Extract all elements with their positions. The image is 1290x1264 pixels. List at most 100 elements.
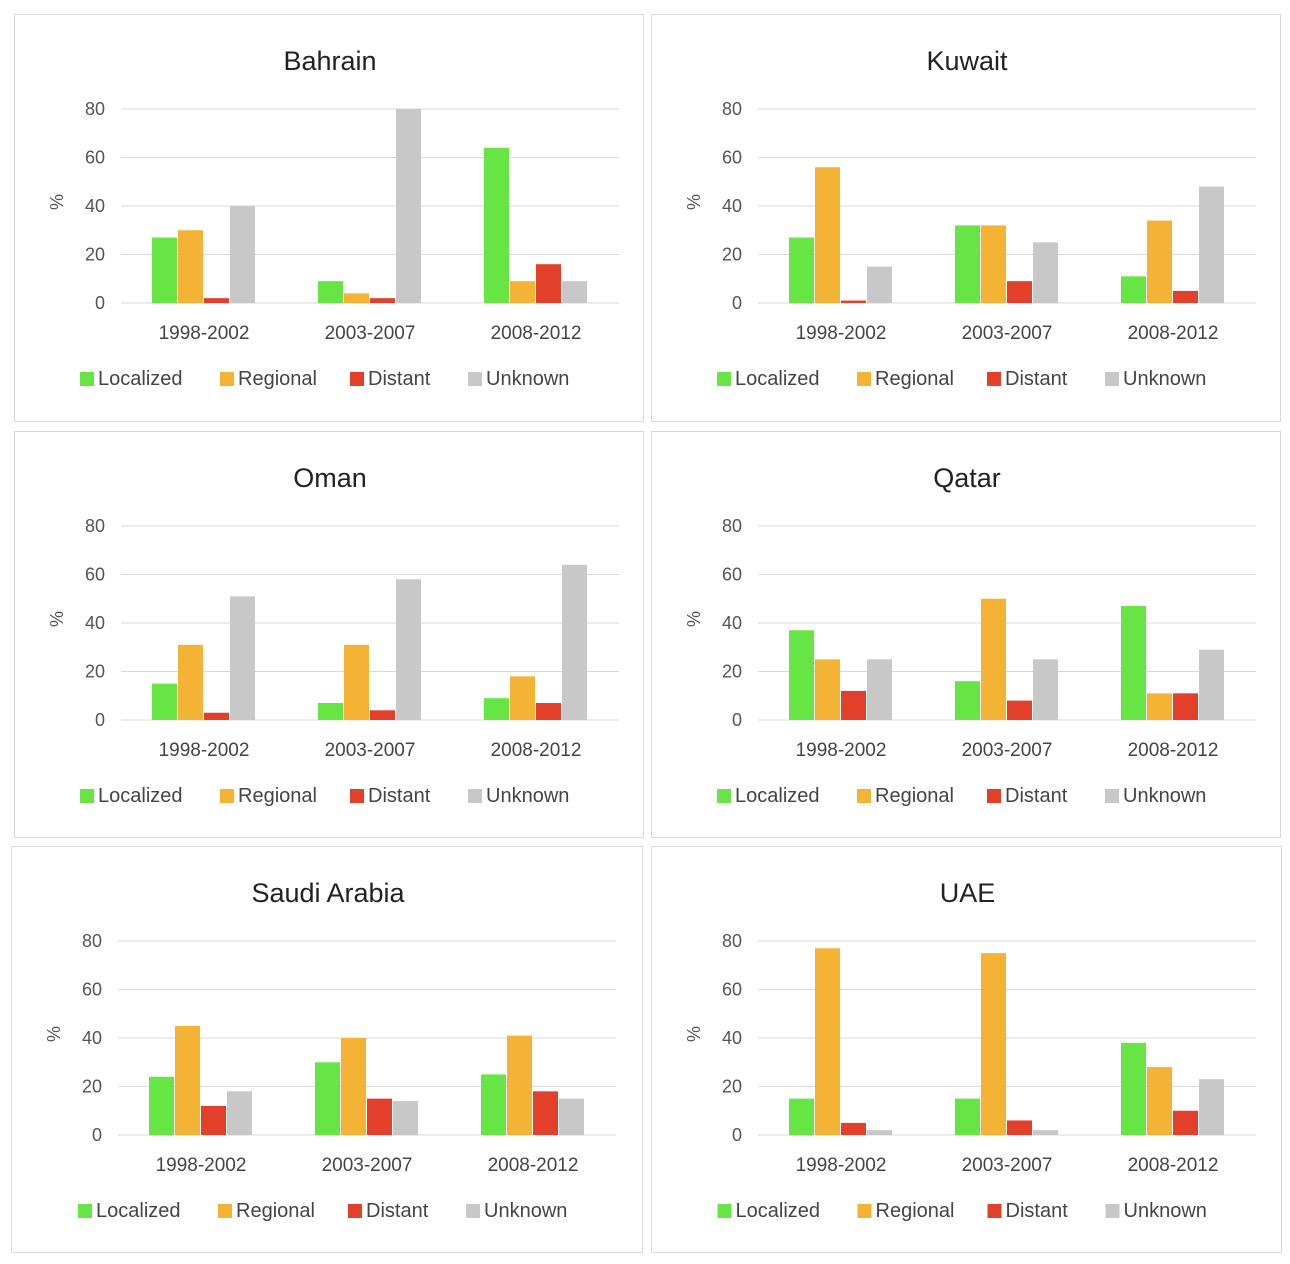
x-category-label: 1998-2002 xyxy=(159,740,250,761)
legend-label: Localized xyxy=(735,785,820,807)
legend-item-regional: Regional xyxy=(857,1200,954,1222)
legend-label: Unknown xyxy=(1123,368,1206,390)
legend-swatch xyxy=(468,789,482,803)
legend-swatch xyxy=(987,789,1001,803)
x-category-label: 2003-2007 xyxy=(325,740,416,761)
legend-swatch xyxy=(717,372,731,386)
chart-panel-oman: Oman 0 20 40 60 80% 1998-2002 2003-2007 2008-201… xyxy=(14,431,644,838)
y-tick-label: 60 xyxy=(722,565,742,585)
x-category-label: 2003-2007 xyxy=(962,1155,1053,1176)
bar-unknown-2008-2012 xyxy=(559,1098,584,1135)
bar-distant-2003-2007 xyxy=(1007,281,1032,303)
legend-label: Localized xyxy=(98,785,183,807)
y-tick-label: 0 xyxy=(732,710,742,730)
legend-label: Distant xyxy=(368,368,431,390)
bar-regional-2003-2007 xyxy=(341,1038,366,1135)
legend-label: Distant xyxy=(1005,368,1068,390)
y-tick-label: 60 xyxy=(82,980,102,1000)
x-category-label: 2003-2007 xyxy=(962,740,1053,761)
bar-regional-2003-2007 xyxy=(344,644,369,720)
legend-item-localized: Localized xyxy=(78,1200,181,1222)
x-category-label: 1998-2002 xyxy=(796,323,887,344)
x-category-label: 2008-2012 xyxy=(1128,740,1219,761)
bar-localized-1998-2002 xyxy=(149,1076,174,1135)
legend-label: Unknown xyxy=(1123,785,1206,807)
legend-label: Distant xyxy=(366,1200,429,1222)
legend-swatch xyxy=(80,372,94,386)
y-tick-label: 0 xyxy=(95,710,105,730)
bar-unknown-2003-2007 xyxy=(1033,659,1058,720)
x-category-label: 1998-2002 xyxy=(159,323,250,344)
legend-swatch xyxy=(857,372,871,386)
y-axis-label: % xyxy=(684,611,704,627)
legend-label: Regional xyxy=(236,1200,315,1222)
bar-regional-1998-2002 xyxy=(178,230,203,303)
legend-label: Localized xyxy=(736,1200,821,1222)
bar-unknown-2003-2007 xyxy=(1033,242,1058,303)
legend-swatch xyxy=(857,789,871,803)
legend-swatch xyxy=(717,1204,732,1218)
bar-regional-1998-2002 xyxy=(178,644,203,720)
bar-distant-1998-2002 xyxy=(204,712,229,720)
legend-label: Distant xyxy=(1005,785,1068,807)
legend-label: Regional xyxy=(875,785,954,807)
bar-distant-2008-2012 xyxy=(536,264,561,303)
y-tick-label: 80 xyxy=(722,99,742,119)
bar-distant-1998-2002 xyxy=(841,300,866,303)
bar-unknown-2003-2007 xyxy=(396,109,421,303)
chart-svg: Saudi Arabia 0 20 40 60 80% 1998-2002 2003-2007… xyxy=(44,878,616,1222)
bar-regional-2008-2012 xyxy=(1147,220,1172,303)
bar-localized-2003-2007 xyxy=(955,681,980,720)
legend-swatch xyxy=(987,1204,1002,1218)
chart-title: Saudi Arabia xyxy=(251,878,405,908)
y-tick-label: 40 xyxy=(82,1028,102,1048)
x-category-label: 2003-2007 xyxy=(325,323,416,344)
y-tick-label: 40 xyxy=(722,196,742,216)
y-tick-label: 0 xyxy=(732,1125,742,1145)
y-tick-label: 60 xyxy=(722,980,742,1000)
y-tick-label: 60 xyxy=(85,148,105,168)
x-category-label: 2008-2012 xyxy=(491,323,582,344)
legend-item-unknown: Unknown xyxy=(468,785,569,807)
legend-swatch xyxy=(220,789,234,803)
y-tick-label: 20 xyxy=(82,1077,102,1097)
legend-swatch xyxy=(220,372,234,386)
bar-distant-1998-2002 xyxy=(841,1122,866,1135)
chart-svg: Bahrain 0 20 40 60 80% 1998-2002 2003-2007 2008-… xyxy=(47,46,619,390)
bar-regional-2008-2012 xyxy=(1147,693,1172,720)
y-tick-label: 80 xyxy=(722,516,742,536)
y-tick-label: 40 xyxy=(722,613,742,633)
bar-unknown-2008-2012 xyxy=(562,564,587,720)
bar-regional-2008-2012 xyxy=(507,1035,532,1135)
legend-item-localized: Localized xyxy=(717,785,820,807)
bar-localized-2003-2007 xyxy=(318,281,343,303)
chart-title: Bahrain xyxy=(283,46,376,76)
legend-label: Regional xyxy=(238,368,317,390)
x-category-label: 2003-2007 xyxy=(322,1155,413,1176)
bar-regional-2003-2007 xyxy=(981,225,1006,303)
y-tick-label: 80 xyxy=(85,99,105,119)
bar-unknown-1998-2002 xyxy=(230,206,255,303)
y-tick-label: 20 xyxy=(85,662,105,682)
y-axis-label: % xyxy=(44,1026,64,1042)
bar-regional-2003-2007 xyxy=(981,953,1006,1135)
legend-item-regional: Regional xyxy=(218,1200,315,1222)
bar-distant-2003-2007 xyxy=(370,710,395,720)
legend-item-distant: Distant xyxy=(350,785,431,807)
legend-item-localized: Localized xyxy=(80,368,183,390)
bar-distant-2003-2007 xyxy=(367,1098,392,1135)
legend-item-regional: Regional xyxy=(220,368,317,390)
chart-panel-saudi-arabia: Saudi Arabia 0 20 40 60 80% 1998-2002 2003-2007… xyxy=(11,846,643,1253)
bar-regional-1998-2002 xyxy=(815,659,840,720)
bar-regional-2003-2007 xyxy=(344,293,369,303)
y-axis-label: % xyxy=(47,194,67,210)
chart-title: UAE xyxy=(940,878,996,908)
legend-item-regional: Regional xyxy=(857,785,954,807)
y-tick-label: 0 xyxy=(732,293,742,313)
legend-item-distant: Distant xyxy=(987,1200,1068,1222)
bar-localized-1998-2002 xyxy=(152,237,177,303)
legend-label: Localized xyxy=(96,1200,181,1222)
x-category-label: 1998-2002 xyxy=(156,1155,247,1176)
legend-swatch xyxy=(1105,1204,1120,1218)
